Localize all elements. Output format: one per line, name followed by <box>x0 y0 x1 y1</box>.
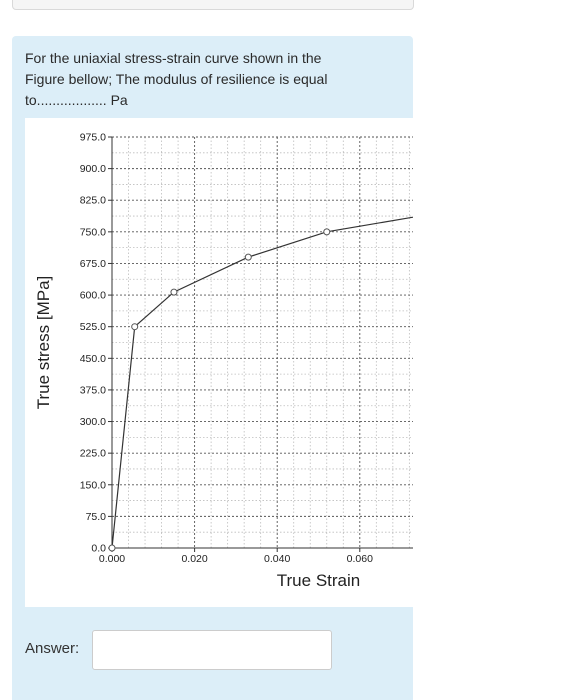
data-point <box>170 288 178 296</box>
question-line-2: Figure bellow; The modulus of resilience… <box>25 71 328 87</box>
y-axis-label: True stress [MPa] <box>34 276 53 410</box>
x-tick-label: 0.000 <box>99 553 125 565</box>
y-tick-label: 975.0 <box>80 132 106 144</box>
y-tick-label: 900.0 <box>80 163 106 175</box>
answer-input[interactable] <box>92 630 332 670</box>
y-tick-label: 450.0 <box>80 353 106 365</box>
question-line-3: to.................. Pa <box>25 92 128 108</box>
question-panel: For the uniaxial stress-strain curve sho… <box>12 36 413 700</box>
question-line-1: For the uniaxial stress-strain curve sho… <box>25 50 322 66</box>
x-tick-label: 0.040 <box>264 553 290 565</box>
data-point <box>131 323 139 331</box>
stress-strain-chart: 0.0 75.0 150.0 225.0 300.0 375.0 450.0 525.0 600… <box>34 132 413 590</box>
y-tick-label: 0.0 <box>91 543 106 555</box>
y-tick-label: 825.0 <box>80 195 106 207</box>
y-tick-label: 375.0 <box>80 384 106 396</box>
question-text: For the uniaxial stress-strain curve sho… <box>25 48 385 111</box>
y-tick-label: 150.0 <box>80 479 106 491</box>
y-tick-label: 675.0 <box>80 258 106 270</box>
x-tick-label: 0.020 <box>181 553 207 565</box>
data-point <box>323 228 331 236</box>
x-tick-label: 0.060 <box>347 553 373 565</box>
series-line <box>111 216 413 549</box>
data-point <box>244 253 252 261</box>
previous-question-box <box>12 0 414 10</box>
answer-label: Answer: <box>25 640 80 657</box>
y-tick-label: 750.0 <box>80 226 106 238</box>
y-tick-label: 600.0 <box>80 290 106 302</box>
y-tick-label: 525.0 <box>80 321 106 333</box>
y-tick-label: 75.0 <box>86 511 107 523</box>
x-axis-label: True Strain <box>277 571 360 590</box>
data-point <box>108 544 116 552</box>
stress-strain-figure: 0.0 75.0 150.0 225.0 300.0 375.0 450.0 525.0 600… <box>25 118 413 607</box>
y-tick-label: 225.0 <box>80 448 106 460</box>
y-tick-label: 300.0 <box>80 416 106 428</box>
